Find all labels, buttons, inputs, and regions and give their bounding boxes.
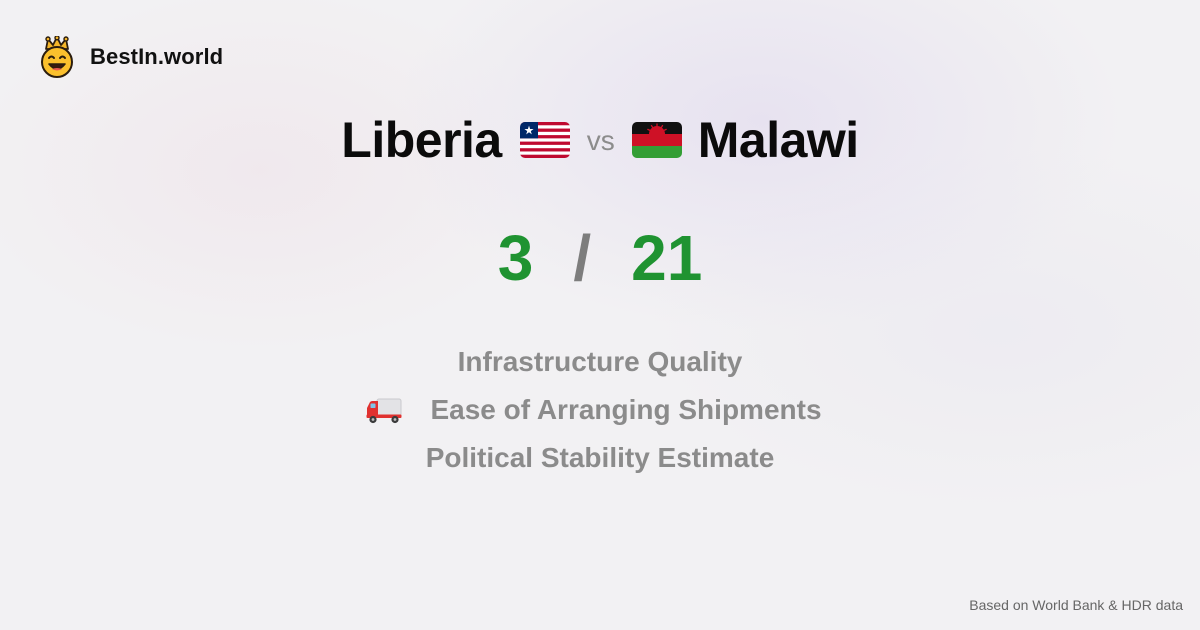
crowned-smiley-icon — [41, 36, 73, 78]
vs-label: vs — [586, 125, 615, 156]
metric-item[interactable]: Infrastructure Quality — [458, 338, 743, 386]
score-separator: / — [573, 222, 592, 294]
comparison-heading: Liberia vs Malawi — [0, 108, 1200, 172]
delivery-truck-icon — [366, 398, 402, 424]
left-country-name[interactable]: Liberia — [341, 112, 502, 168]
malawi-flag-icon — [631, 122, 682, 158]
metric-label: Ease of Arranging Shipments — [430, 394, 822, 425]
metric-item[interactable]: Ease of Arranging Shipments — [366, 386, 822, 434]
metrics-list: Infrastructure Quality Ease of Arranging… — [0, 338, 1200, 482]
metric-label: Infrastructure Quality — [457, 346, 743, 377]
left-score: 3 — [497, 222, 534, 294]
brand[interactable]: BestIn.world — [38, 36, 223, 78]
right-score: 21 — [631, 222, 703, 294]
right-country-name[interactable]: Malawi — [697, 112, 859, 168]
liberia-flag-icon — [519, 122, 570, 158]
score-display: 3 / 21 — [0, 218, 1200, 298]
data-source-note: Based on World Bank & HDR data — [969, 597, 1183, 613]
brand-name: BestIn.world — [90, 44, 224, 69]
metric-label: Political Stability Estimate — [425, 442, 775, 473]
metric-item[interactable]: Political Stability Estimate — [426, 434, 775, 482]
